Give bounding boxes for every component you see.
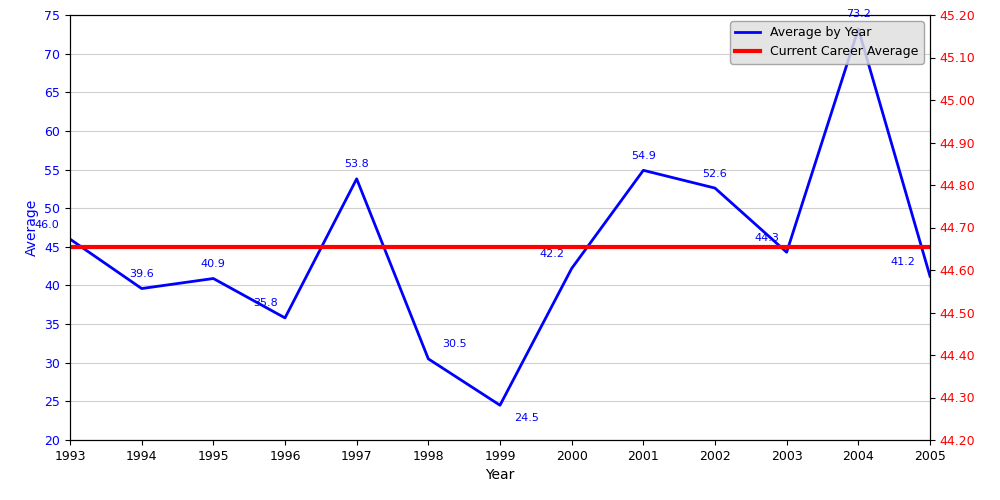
Text: 24.5: 24.5	[514, 412, 539, 422]
Average by Year	[64, 236, 76, 242]
Text: 52.6: 52.6	[703, 168, 727, 178]
Text: 53.8: 53.8	[344, 159, 369, 169]
Text: 54.9: 54.9	[631, 150, 656, 160]
Text: 46.0: 46.0	[34, 220, 59, 230]
Average by Year	[709, 185, 721, 191]
Average by Year	[566, 266, 578, 272]
Text: 73.2: 73.2	[846, 10, 871, 20]
X-axis label: Year: Year	[485, 468, 515, 482]
Average by Year	[852, 26, 864, 32]
Average by Year	[207, 276, 219, 281]
Text: 35.8: 35.8	[253, 298, 278, 308]
Text: 42.2: 42.2	[540, 249, 565, 259]
Y-axis label: Average: Average	[25, 199, 39, 256]
Average by Year	[637, 168, 649, 173]
Text: 44.3: 44.3	[755, 232, 780, 242]
Legend: Average by Year, Current Career Average: Average by Year, Current Career Average	[730, 21, 924, 63]
Text: 39.6: 39.6	[129, 269, 154, 279]
Average by Year	[781, 249, 793, 255]
Average by Year	[494, 402, 506, 408]
Text: 30.5: 30.5	[443, 340, 467, 349]
Average by Year	[136, 286, 148, 292]
Average by Year	[279, 315, 291, 321]
Text: 41.2: 41.2	[891, 256, 916, 266]
Line: Average by Year: Average by Year	[70, 29, 930, 405]
Average by Year	[924, 273, 936, 279]
Average by Year	[351, 176, 363, 182]
Average by Year	[422, 356, 434, 362]
Text: 40.9: 40.9	[201, 259, 226, 269]
